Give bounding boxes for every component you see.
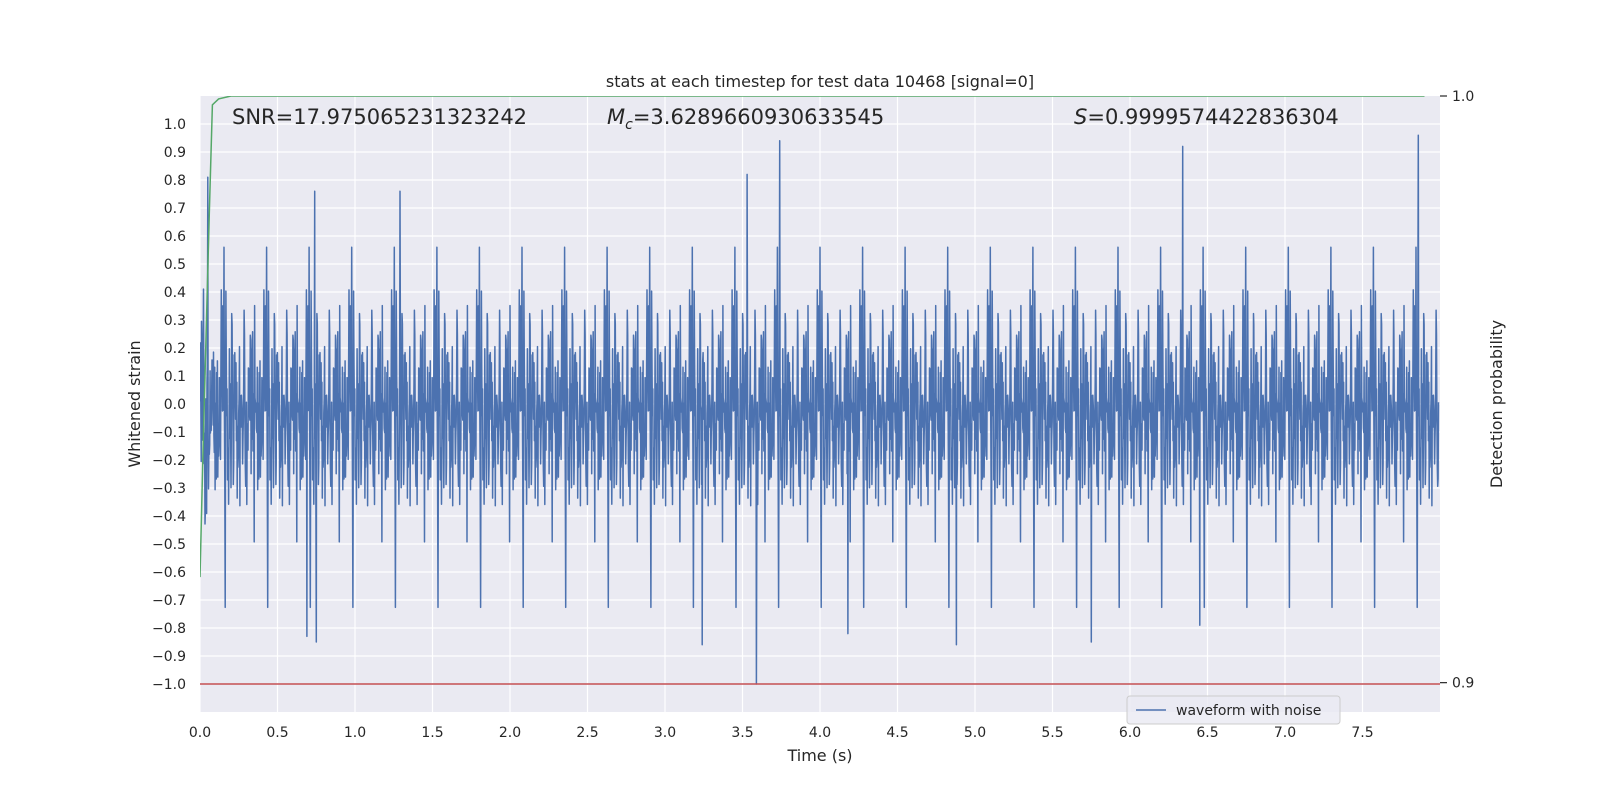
y-tick-label: 0.2 (164, 341, 186, 357)
y-tick-label: 0.7 (164, 201, 186, 217)
y-tick-label: −0.7 (152, 593, 186, 609)
y-tick-label: 0.5 (164, 257, 186, 273)
y-tick-label: −0.1 (152, 425, 186, 441)
legend-box (1126, 695, 1341, 725)
y-tick-label: 1.0 (164, 117, 186, 133)
x-tick-label: 1.5 (421, 725, 443, 741)
chart-title: stats at each timestep for test data 104… (606, 72, 1034, 91)
y-tick-label: 0.0 (164, 397, 186, 413)
y-tick-label: 0.9 (164, 145, 186, 161)
y-axis-ticks: 1.0 0.9 0.8 0.7 0.6 0.5 0.4 0.3 0.2 0.1 0.0 −0.1 −0.… (152, 117, 186, 693)
y2-axis-ticks: 1.0 0.9 (1440, 89, 1474, 692)
y-tick-label: −0.6 (152, 565, 186, 581)
y-axis-label: Whitened strain (125, 340, 144, 467)
waveform-line (200, 134, 1440, 685)
x-tick-label: 0.0 (189, 725, 211, 741)
x-tick-label: 4.0 (809, 725, 831, 741)
y-tick-label: −0.4 (152, 509, 186, 525)
x-tick-label: 3.5 (731, 725, 753, 741)
legend: waveform with noise (1126, 695, 1341, 725)
x-tick-label: 2.0 (499, 725, 521, 741)
x-tick-label: 4.5 (886, 725, 908, 741)
legend-label: waveform with noise (1176, 703, 1321, 719)
s-annotation: S=0.9999574422836304 (1074, 105, 1339, 129)
y-tick-label: 0.6 (164, 229, 186, 245)
x-tick-label: 2.5 (576, 725, 598, 741)
x-axis-ticks: 0.0 0.5 1.0 1.5 2.0 2.5 3.0 3.5 4.0 4.5 5.0 5.5 6.0 6… (189, 725, 1374, 741)
y-tick-label: 0.1 (164, 369, 186, 385)
x-tick-label: 6.5 (1196, 725, 1218, 741)
x-tick-label: 0.5 (266, 725, 288, 741)
y-tick-label: 0.4 (164, 285, 186, 301)
y-tick-label: −0.3 (152, 481, 186, 497)
y2-tick-label: 0.9 (1452, 676, 1474, 692)
x-axis-label: Time (s) (786, 746, 852, 765)
x-tick-label: 7.0 (1274, 725, 1296, 741)
y-tick-label: −1.0 (152, 677, 186, 693)
x-tick-label: 5.0 (964, 725, 986, 741)
y2-axis-label: Detection probability (1487, 320, 1506, 488)
x-tick-label: 6.0 (1119, 725, 1141, 741)
y-tick-label: 0.8 (164, 173, 186, 189)
x-tick-label: 1.0 (344, 725, 366, 741)
snr-annotation: SNR=17.975065231323242 (232, 105, 527, 129)
detection-probability-line (200, 96, 1425, 578)
y-tick-label: 0.3 (164, 313, 186, 329)
y-tick-label: −0.5 (152, 537, 186, 553)
y2-tick-label: 1.0 (1452, 89, 1474, 105)
y-tick-label: −0.8 (152, 621, 186, 637)
x-tick-label: 7.5 (1351, 725, 1373, 741)
chirp-mass-annotation: Mc=3.6289660930633545 (607, 105, 884, 133)
x-tick-label: 3.0 (654, 725, 676, 741)
y-tick-label: −0.9 (152, 649, 186, 665)
y-tick-label: −0.2 (152, 453, 186, 469)
x-tick-label: 5.5 (1041, 725, 1063, 741)
